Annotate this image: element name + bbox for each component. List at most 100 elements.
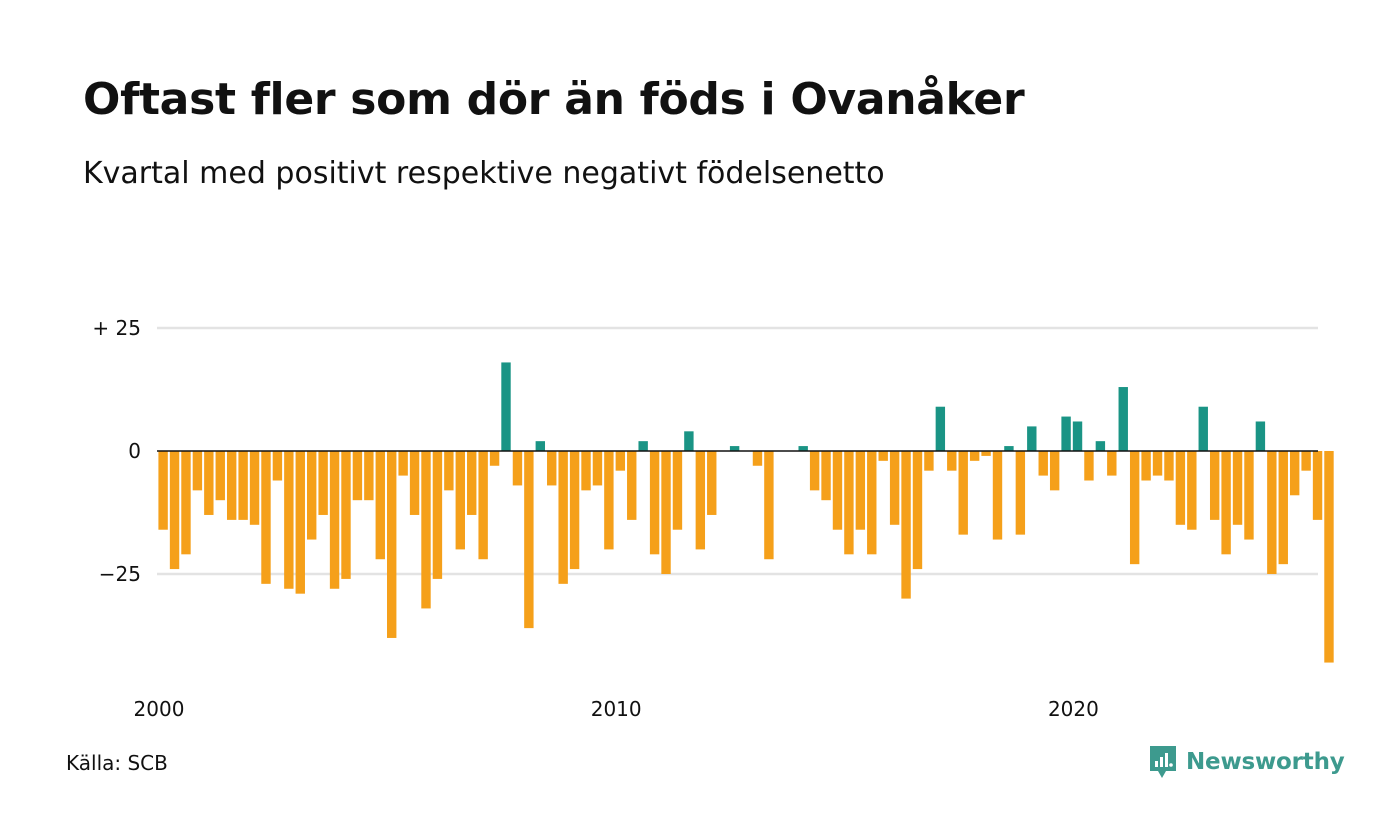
bar [226,451,237,520]
bar [832,451,843,530]
bar [867,451,877,555]
bar [558,451,568,584]
bar [729,446,740,451]
bar [1289,451,1300,496]
bar [958,451,968,535]
chart-subtitle: Kvartal med positivt respektive negativt… [83,156,885,191]
bar [1209,451,1220,520]
bar [969,451,980,461]
bar [341,451,351,579]
bar [329,451,340,589]
bar [1129,451,1140,565]
bar [238,451,248,520]
bar [1141,451,1151,481]
bar [1118,387,1128,451]
bar [604,451,614,550]
bar [695,451,706,550]
bar [1152,451,1163,476]
bar [1301,451,1311,471]
x-tick-label: 2020 [1048,697,1099,721]
bar [661,451,671,574]
bar [535,441,546,451]
bar [295,451,305,594]
bar [1061,416,1071,451]
chart-title: Oftast fler som dör än föds i Ovanåker [83,74,1025,125]
bar [215,451,225,501]
bar [1198,406,1208,451]
bar [855,451,866,530]
bar [501,362,511,451]
bar [524,451,534,629]
bar [284,451,294,589]
bar [181,451,191,555]
bar [1232,451,1243,525]
bar [1038,451,1048,476]
bar [1221,451,1231,555]
bar [547,451,557,486]
bar [569,451,580,570]
bar [764,451,774,560]
bar [272,451,283,481]
axis-layer: + 25 0 −25 2000 2010 2020 [92,316,1318,721]
bar [512,451,523,486]
newsworthy-logo-icon [1150,746,1176,778]
bar [1164,451,1174,481]
bar [707,451,717,515]
bar [352,451,363,501]
bar [684,431,694,451]
bar [638,441,648,451]
bar [318,451,328,515]
bar [432,451,443,579]
bar [1244,451,1254,540]
bar [1015,451,1026,535]
bar [1267,451,1277,574]
bar [409,451,420,515]
bar [1084,451,1094,481]
bar [398,451,408,476]
y-tick-label: −25 [99,562,141,586]
bar [192,451,203,491]
bar [752,451,763,466]
bar [169,451,180,570]
bar [672,451,683,530]
bar [421,451,431,609]
bar [1049,451,1060,491]
bar [1027,426,1037,451]
bar [1312,451,1323,520]
bar [947,451,957,471]
bar [889,451,900,525]
brand-logo[interactable]: Newsworthy [1148,744,1345,780]
bar [489,451,500,466]
bar [592,451,603,486]
bar [375,451,385,560]
bar [204,451,214,515]
bar [478,451,488,560]
x-tick-label: 2010 [591,697,642,721]
bar [1072,421,1083,451]
bar [467,451,477,515]
bar [1255,421,1266,451]
brand-name: Newsworthy [1186,749,1345,775]
bar [1278,451,1288,565]
bar [912,451,923,570]
bar [387,451,397,638]
bar [649,451,660,555]
bar [924,451,934,471]
bar [455,451,465,550]
bar [1095,441,1106,451]
bar [261,451,271,584]
bar [878,451,888,461]
source-note: Källa: SCB [66,751,168,775]
bar [1004,446,1014,451]
y-tick-label: + 25 [92,316,141,340]
bar [901,451,911,599]
bar [581,451,591,491]
bar [444,451,454,491]
bar [158,451,168,530]
bar [615,451,626,471]
bar [1107,451,1117,476]
bar [1187,451,1197,530]
bar [798,446,808,451]
bar [821,451,831,501]
